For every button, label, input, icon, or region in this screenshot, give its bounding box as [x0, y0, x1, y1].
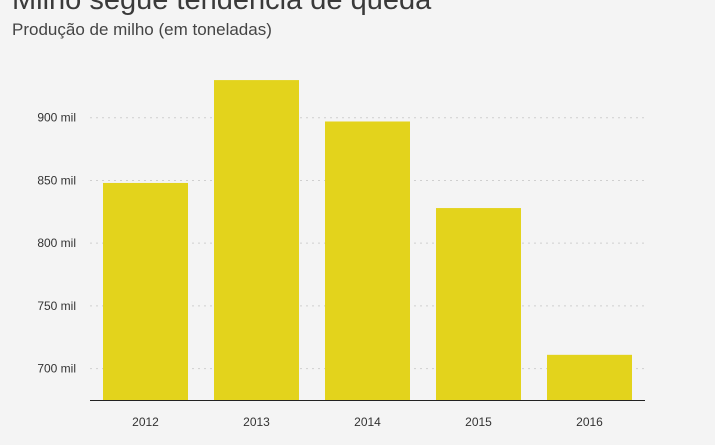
x-tick-label: 2015: [465, 415, 492, 429]
x-tick-label: 2014: [354, 415, 381, 429]
bar-2015: [436, 208, 521, 400]
y-axis-tick-labels: 700 mil 750 mil 800 mil 850 mil 900 mil: [37, 111, 76, 376]
y-tick-label: 800 mil: [37, 236, 76, 250]
y-tick-label: 850 mil: [37, 173, 76, 187]
bar-2013: [214, 80, 299, 400]
bar-2016: [547, 354, 632, 400]
y-tick-label: 700 mil: [37, 362, 76, 376]
bar-2014: [325, 121, 410, 400]
x-tick-label: 2013: [243, 415, 270, 429]
x-axis-tick-labels: 2012 2013 2014 2015 2016: [132, 415, 603, 429]
chart-subtitle: Produção de milho (em toneladas): [12, 20, 272, 39]
bars: [103, 80, 632, 400]
y-tick-label: 900 mil: [37, 111, 76, 125]
y-tick-label: 750 mil: [37, 299, 76, 313]
x-tick-label: 2016: [576, 415, 603, 429]
chart-title: Milho segue tendência de queda: [12, 0, 432, 16]
bar-2012: [103, 182, 188, 400]
x-tick-label: 2012: [132, 415, 159, 429]
